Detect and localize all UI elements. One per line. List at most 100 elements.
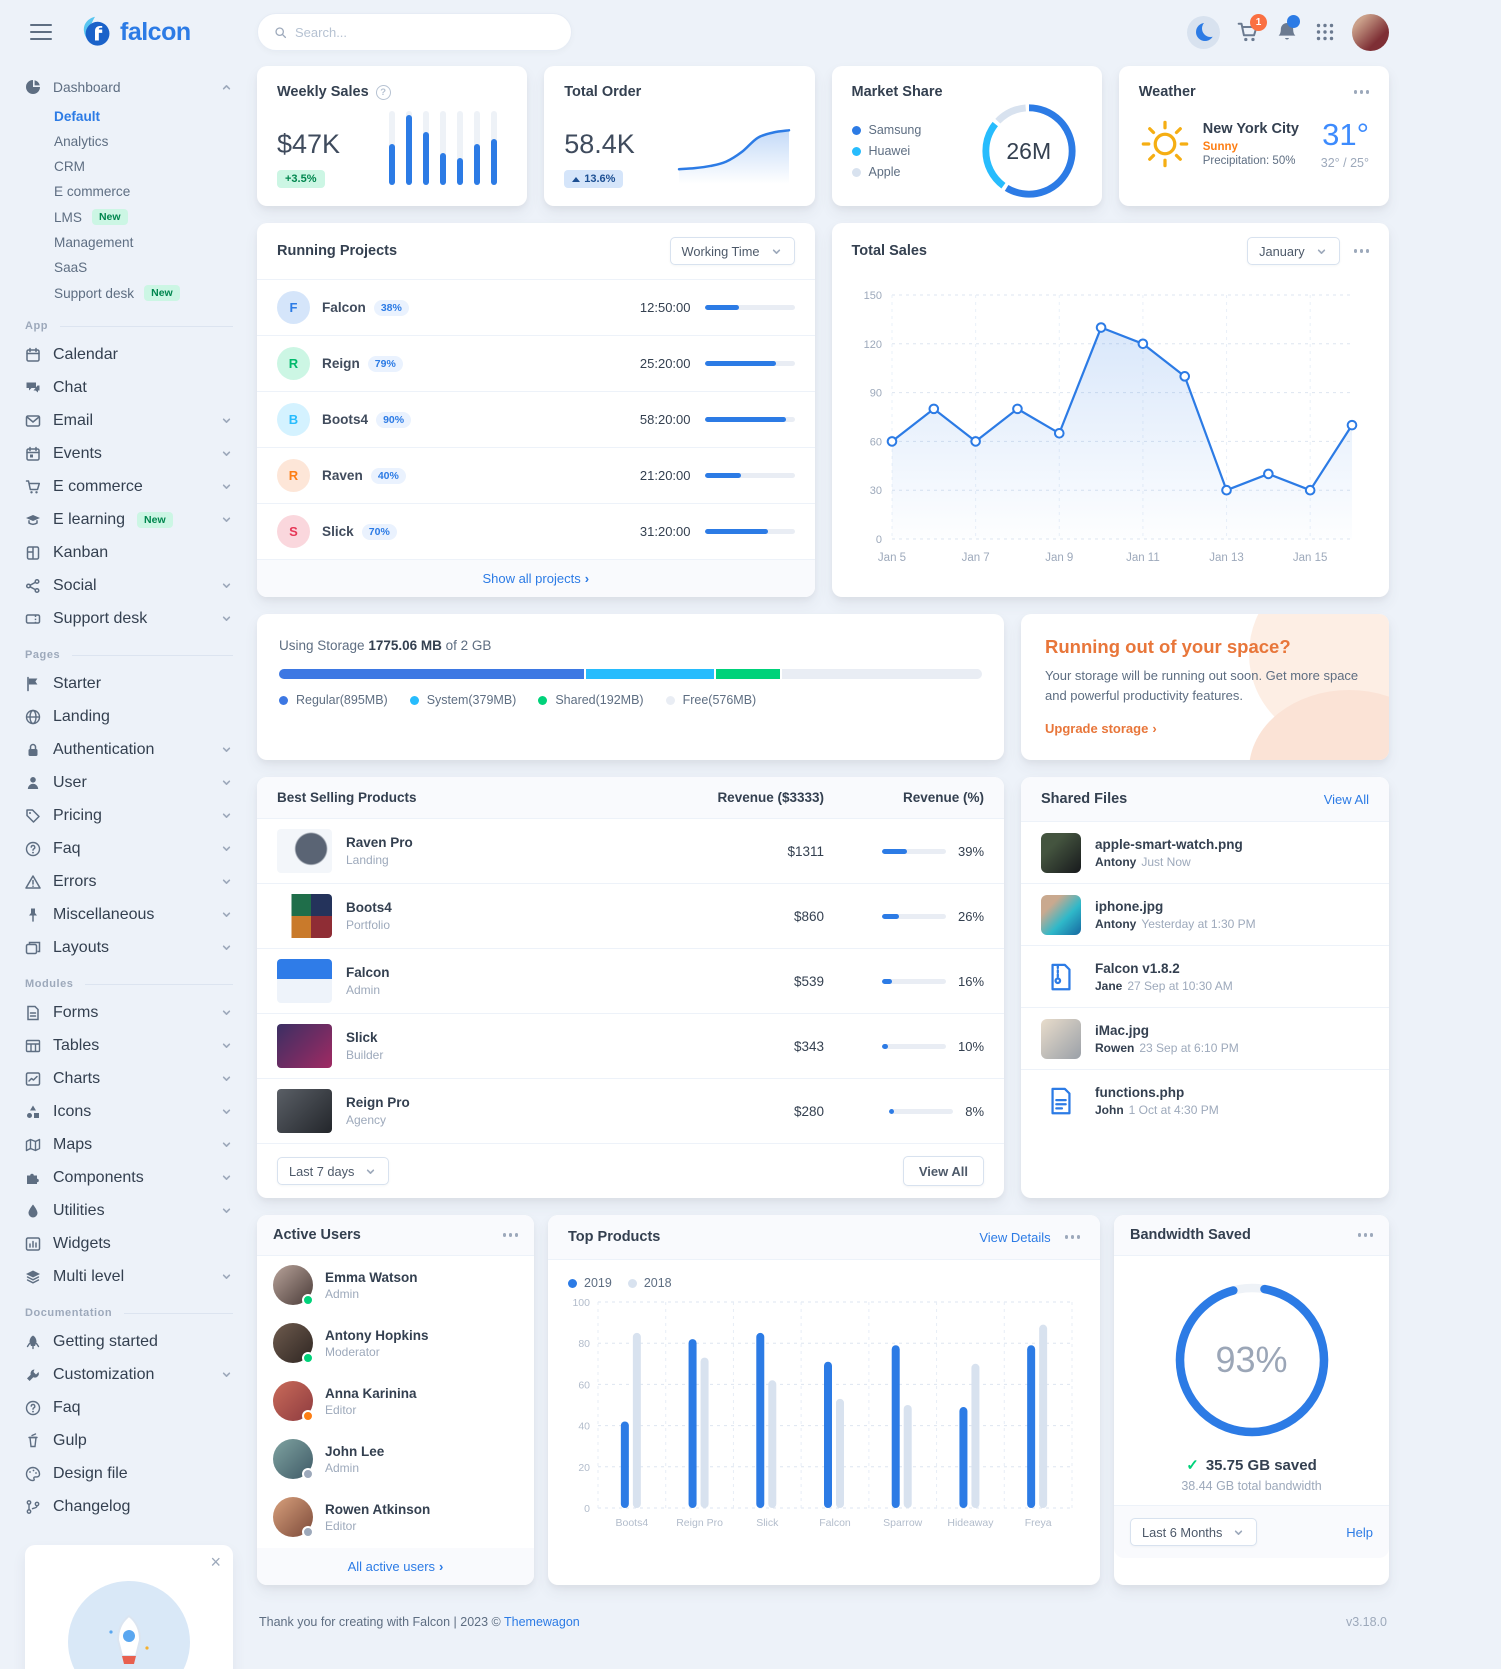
sidebar-subitem[interactable]: LMS New — [25, 204, 233, 230]
sidebar-item[interactable]: Changelog — [25, 1490, 233, 1523]
ellipsis-menu-icon[interactable] — [1357, 1229, 1373, 1240]
file-name[interactable]: iphone.jpg — [1095, 898, 1164, 914]
sidebar-item[interactable]: Faq — [25, 832, 233, 865]
close-icon[interactable]: × — [210, 1552, 221, 1572]
user-row[interactable]: Emma Watson Admin — [257, 1256, 534, 1314]
file-row[interactable]: iMac.jpg Rowen 23 Sep at 6:10 PM — [1021, 1008, 1389, 1070]
sidebar-item[interactable]: Landing — [25, 700, 233, 733]
sidebar-item[interactable]: Kanban — [25, 536, 233, 569]
upgrade-storage-link[interactable]: Upgrade storage — [1045, 721, 1157, 736]
project-name[interactable]: Slick — [322, 524, 354, 539]
project-row[interactable]: S Slick 70% 31:20:00 — [257, 504, 815, 560]
sidebar-item[interactable]: Support desk — [25, 602, 233, 635]
sidebar-subitem[interactable]: Default — [25, 104, 233, 129]
product-name[interactable]: Boots4 — [346, 900, 392, 915]
view-all-link[interactable]: View All — [1323, 791, 1369, 807]
user-name[interactable]: Emma Watson — [325, 1269, 418, 1285]
sidebar-item[interactable]: Faq — [25, 1391, 233, 1424]
product-name[interactable]: Reign Pro — [346, 1095, 410, 1110]
user-row[interactable]: John Lee Admin — [257, 1430, 534, 1488]
sidebar-item[interactable]: Forms — [25, 996, 233, 1029]
sidebar-item[interactable]: Charts — [25, 1062, 233, 1095]
themewagon-link[interactable]: Themewagon — [504, 1615, 580, 1629]
month-select[interactable]: January — [1247, 237, 1340, 265]
months-select[interactable]: Last 6 Months — [1130, 1518, 1258, 1546]
sidebar-item[interactable]: User — [25, 766, 233, 799]
table-row[interactable]: Raven Pro Landing $1311 39% — [257, 819, 1004, 884]
ellipsis-menu-icon[interactable] — [1064, 1231, 1080, 1242]
file-row[interactable]: iphone.jpg Antony Yesterday at 1:30 PM — [1021, 884, 1389, 946]
sidebar-item[interactable]: Layouts — [25, 931, 233, 964]
sidebar-item[interactable]: Utilities — [25, 1194, 233, 1227]
cart-button[interactable]: 1 — [1237, 14, 1267, 43]
sidebar-subitem[interactable]: Support desk New — [25, 280, 233, 306]
table-row[interactable]: Slick Builder $343 10% — [257, 1014, 1004, 1079]
sidebar-item[interactable]: Miscellaneous — [25, 898, 233, 931]
sidebar-item[interactable]: Social — [25, 569, 233, 602]
apps-grid-button[interactable] — [1315, 22, 1335, 42]
product-category[interactable]: Portfolio — [346, 918, 391, 932]
file-name[interactable]: iMac.jpg — [1095, 1022, 1150, 1038]
table-row[interactable]: Reign Pro Agency $280 8% — [257, 1079, 1004, 1144]
sidebar-item[interactable]: Errors — [25, 865, 233, 898]
project-name[interactable]: Raven — [322, 468, 363, 483]
product-name[interactable]: Slick — [346, 1030, 378, 1045]
sidebar-item[interactable]: Design file — [25, 1457, 233, 1490]
sidebar-item[interactable]: Multi level — [25, 1260, 233, 1293]
project-row[interactable]: F Falcon 38% 12:50:00 — [257, 280, 815, 336]
help-link[interactable]: Help — [1346, 1524, 1373, 1540]
sidebar-subitem[interactable]: SaaS — [25, 255, 233, 280]
product-name[interactable]: Falcon — [346, 965, 390, 980]
info-circle-icon[interactable] — [375, 84, 391, 100]
file-name[interactable]: functions.php — [1095, 1084, 1185, 1100]
product-category[interactable]: Builder — [346, 1048, 384, 1062]
sidebar-item[interactable]: Getting started — [25, 1325, 233, 1358]
view-all-button[interactable]: View All — [902, 1156, 984, 1186]
working-time-select[interactable]: Working Time — [669, 237, 795, 265]
search-input[interactable] — [295, 24, 555, 40]
sidebar-item[interactable]: Customization — [25, 1358, 233, 1391]
falcon-logo[interactable]: falcon — [78, 15, 191, 49]
period-select[interactable]: Last 7 days — [277, 1157, 390, 1185]
sidebar-item[interactable]: Email — [25, 404, 233, 437]
sidebar-item[interactable]: Events — [25, 437, 233, 470]
user-name[interactable]: Rowen Atkinson — [325, 1501, 431, 1517]
sidebar-item[interactable]: Components — [25, 1161, 233, 1194]
project-row[interactable]: R Reign 79% 25:20:00 — [257, 336, 815, 392]
ellipsis-menu-icon[interactable] — [1353, 245, 1369, 256]
user-name[interactable]: John Lee — [325, 1443, 385, 1459]
user-row[interactable]: Anna Karinina Editor — [257, 1372, 534, 1430]
sidebar-item[interactable]: Starter — [25, 667, 233, 700]
sidebar-item[interactable]: Chat — [25, 371, 233, 404]
sidebar-item-dashboard[interactable]: Dashboard — [25, 70, 233, 104]
file-row[interactable]: apple-smart-watch.png Antony Just Now — [1021, 822, 1389, 884]
product-category[interactable]: Landing — [346, 853, 389, 867]
sidebar-item[interactable]: Gulp — [25, 1424, 233, 1457]
user-name[interactable]: Antony Hopkins — [325, 1327, 429, 1343]
file-name[interactable]: apple-smart-watch.png — [1095, 836, 1243, 852]
view-details-link[interactable]: View Details — [979, 1229, 1051, 1245]
sidebar-item[interactable]: Tables — [25, 1029, 233, 1062]
sidebar-subitem[interactable]: Analytics — [25, 129, 233, 154]
sidebar-item[interactable]: Icons — [25, 1095, 233, 1128]
sidebar-subitem[interactable]: Management — [25, 230, 233, 255]
file-row[interactable]: Falcon v1.8.2 Jane 27 Sep at 10:30 AM — [1021, 946, 1389, 1008]
project-name[interactable]: Boots4 — [322, 412, 369, 427]
table-row[interactable]: Boots4 Portfolio $860 26% — [257, 884, 1004, 949]
ellipsis-menu-icon[interactable] — [1353, 86, 1369, 97]
sidebar-item[interactable]: Calendar — [25, 338, 233, 371]
user-row[interactable]: Antony Hopkins Moderator — [257, 1314, 534, 1372]
user-row[interactable]: Rowen Atkinson Editor — [257, 1488, 534, 1546]
project-name[interactable]: Falcon — [322, 300, 366, 315]
dark-mode-toggle-moon-icon[interactable] — [1187, 15, 1220, 49]
sidebar-item[interactable]: E learning New — [25, 503, 233, 536]
hamburger-menu-icon[interactable] — [30, 23, 52, 41]
show-all-projects-link[interactable]: Show all projects — [482, 571, 589, 586]
search-box[interactable] — [257, 13, 572, 51]
file-row[interactable]: functions.php John 1 Oct at 4:30 PM — [1021, 1070, 1389, 1131]
product-name[interactable]: Raven Pro — [346, 835, 413, 850]
product-category[interactable]: Admin — [346, 983, 381, 997]
all-active-users-link[interactable]: All active users — [348, 1559, 444, 1574]
sidebar-item[interactable]: Pricing — [25, 799, 233, 832]
user-avatar[interactable] — [1352, 13, 1389, 51]
